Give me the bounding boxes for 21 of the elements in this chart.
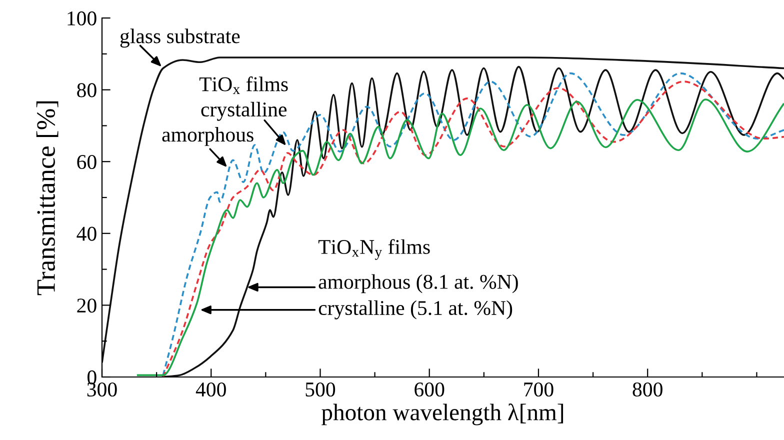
annotation: crystalline (201, 102, 287, 121)
y-tick-label: 100 (68, 11, 96, 26)
y-axis-title: Transmittance [%] (36, 101, 58, 296)
x-tick-label: 800 (632, 382, 662, 397)
annotation: TiO$_{x}$N$_{y}$ films (318, 239, 430, 260)
x-tick-label: 400 (196, 382, 226, 397)
x-tick-label: 500 (306, 382, 336, 397)
x-tick-label: 300 (87, 382, 117, 397)
y-tick-label: 60 (77, 154, 96, 170)
annotation: crystalline (5.1 at. %N) (318, 300, 512, 320)
y-tick-label: 0 (88, 370, 96, 384)
y-tick-label: 20 (77, 298, 96, 313)
y-tick-label: 80 (77, 83, 96, 98)
x-axis-title: photon wavelength λ[nm] (322, 404, 564, 426)
y-tick-label: 40 (76, 226, 96, 241)
x-tick-label: 600 (414, 382, 444, 397)
annotation: amorphous (8.1 at. %N) (318, 274, 518, 294)
annotation: glass substrate (120, 28, 240, 48)
annotation: amorphous (162, 127, 254, 146)
x-tick-label: 700 (524, 382, 554, 397)
annotation: TiO$_{x}$ films (199, 76, 288, 94)
